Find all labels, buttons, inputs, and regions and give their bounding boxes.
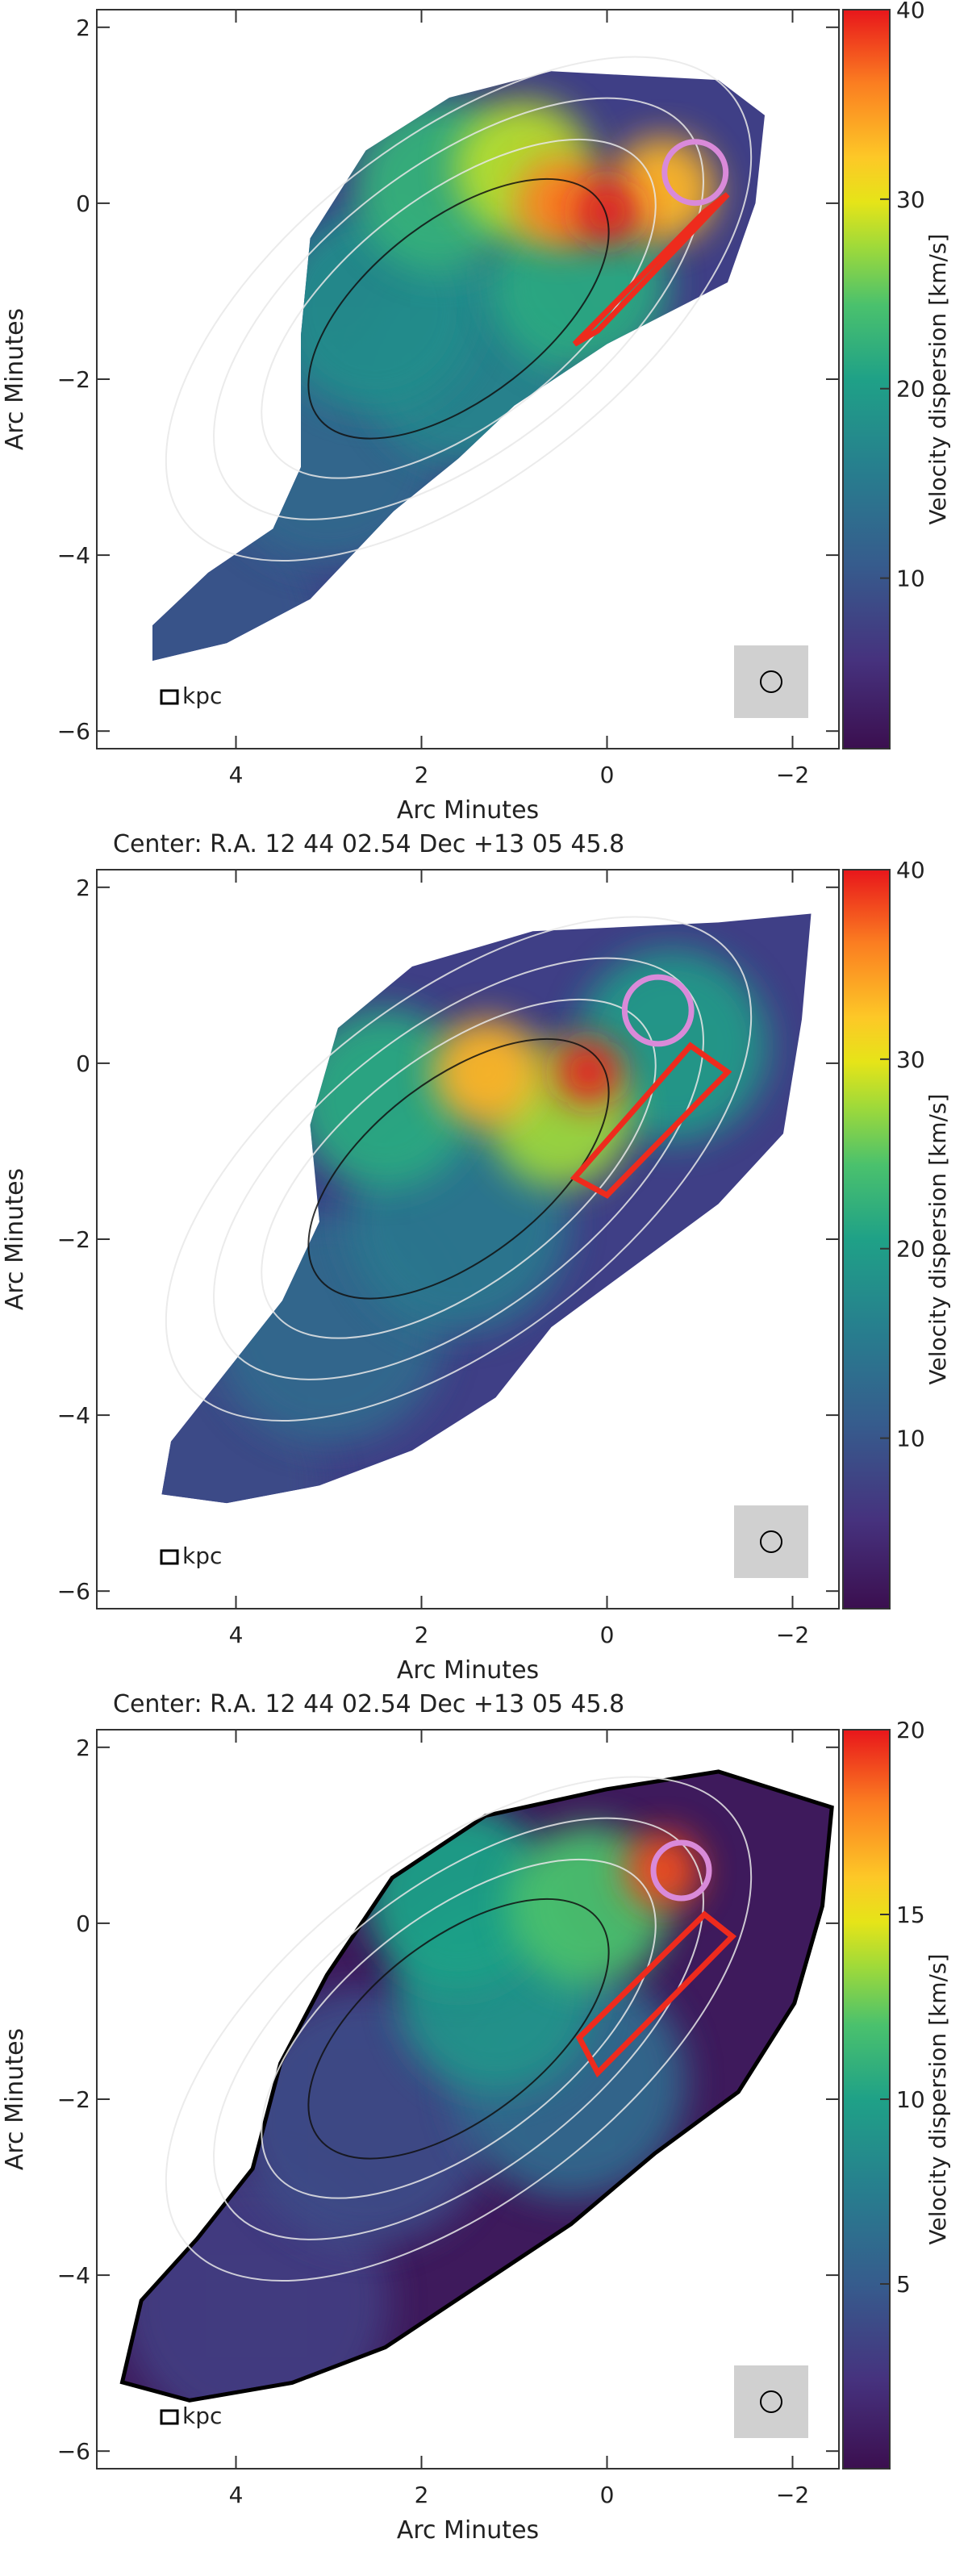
colorbar-tick-label: 20 bbox=[896, 376, 925, 403]
x-axis-label: Arc Minutes bbox=[397, 2516, 539, 2545]
x-axis-label: Arc Minutes bbox=[397, 1656, 539, 1685]
hotspot bbox=[152, 499, 325, 662]
contour-line bbox=[213, 97, 704, 520]
dispersion-field bbox=[161, 950, 768, 1504]
colorbar-tick-label: 40 bbox=[896, 857, 925, 883]
contours bbox=[165, 1776, 753, 2282]
y-tick-label: −6 bbox=[57, 1578, 90, 1605]
aperture-circle bbox=[661, 139, 729, 207]
y-tick-label: −4 bbox=[57, 542, 90, 569]
contour-line bbox=[165, 916, 753, 1422]
y-tick-label: −6 bbox=[57, 2438, 90, 2465]
scale-bar bbox=[160, 1549, 179, 1565]
y-tick-label: 0 bbox=[76, 1050, 90, 1077]
center-coordinates: Center: R.A. 12 44 02.54 Dec +13 05 45.8 bbox=[113, 1690, 624, 1718]
y-tick-label: −2 bbox=[57, 366, 90, 393]
x-tick-label: −2 bbox=[776, 762, 809, 788]
y-tick-label: −6 bbox=[57, 718, 90, 745]
scale-bar bbox=[160, 689, 179, 705]
beam-box bbox=[734, 2365, 808, 2438]
x-tick-label: −2 bbox=[776, 2482, 809, 2508]
y-tick-label: 2 bbox=[76, 875, 90, 901]
y-tick-label: 2 bbox=[76, 1735, 90, 1761]
colorbar-tick-label: 15 bbox=[896, 1902, 925, 1928]
y-tick-label: 0 bbox=[76, 190, 90, 217]
contour-line bbox=[261, 998, 657, 1339]
y-tick-label: 0 bbox=[76, 1910, 90, 1937]
colorbar-tick-label: 5 bbox=[896, 2271, 911, 2298]
colorbar-label: Velocity dispersion [km/s] bbox=[924, 1954, 951, 2245]
scale-bar-label: kpc bbox=[182, 2403, 222, 2429]
dispersion-field bbox=[124, 1804, 701, 2399]
colorbar bbox=[842, 869, 891, 1609]
contour-line bbox=[261, 1858, 657, 2199]
beam-ellipse bbox=[760, 670, 782, 693]
aperture-circle bbox=[621, 974, 695, 1047]
y-tick-label: 2 bbox=[76, 15, 90, 41]
x-tick-label: 0 bbox=[600, 1622, 615, 1648]
contours bbox=[165, 56, 753, 562]
colorbar-tick-label: 30 bbox=[896, 1046, 925, 1073]
x-tick-label: 0 bbox=[600, 2482, 615, 2508]
x-tick-label: −2 bbox=[776, 1622, 809, 1648]
hotspot bbox=[556, 1039, 621, 1104]
contour-line bbox=[165, 1776, 753, 2282]
y-tick-label: −2 bbox=[57, 1226, 90, 1253]
colorbar-tick-label: 10 bbox=[896, 566, 925, 592]
y-tick-label: −4 bbox=[57, 1402, 90, 1429]
colorbar-tick-label: 30 bbox=[896, 186, 925, 213]
colorbar-tick-label: 10 bbox=[896, 2086, 925, 2113]
y-axis-label: Arc Minutes bbox=[1, 2028, 29, 2170]
beam-ellipse bbox=[760, 1530, 782, 1553]
beam-box bbox=[734, 1505, 808, 1578]
contour-line bbox=[307, 1037, 610, 1300]
x-tick-label: 2 bbox=[415, 762, 429, 788]
contour-line bbox=[307, 177, 610, 440]
contour-line bbox=[307, 1898, 610, 2160]
y-axis-label: Arc Minutes bbox=[1, 308, 29, 450]
y-tick-label: −2 bbox=[57, 2086, 90, 2113]
x-tick-label: 4 bbox=[229, 2482, 244, 2508]
contour-line bbox=[213, 1817, 704, 2240]
contour-line bbox=[261, 138, 657, 479]
colorbar bbox=[842, 9, 891, 749]
y-tick-label: −4 bbox=[57, 2262, 90, 2289]
contour-line bbox=[165, 56, 753, 562]
y-axis-label: Arc Minutes bbox=[1, 1168, 29, 1310]
x-axis-label: Arc Minutes bbox=[397, 796, 539, 825]
slit-box bbox=[575, 1910, 737, 2078]
colorbar-tick-label: 40 bbox=[896, 0, 925, 23]
aperture-circle bbox=[650, 1839, 712, 1902]
x-tick-label: 2 bbox=[415, 1622, 429, 1648]
hotspot bbox=[432, 1018, 540, 1126]
colorbar-label: Velocity dispersion [km/s] bbox=[924, 234, 951, 525]
colorbar-tick-label: 20 bbox=[896, 1717, 925, 1743]
scale-bar bbox=[160, 2409, 179, 2425]
hotspot bbox=[294, 1008, 474, 1188]
colorbar-tick-label: 20 bbox=[896, 1236, 925, 1263]
beam-box bbox=[734, 645, 808, 718]
scale-bar-label: kpc bbox=[182, 1543, 222, 1569]
hotspot bbox=[574, 179, 640, 244]
colorbar-label: Velocity dispersion [km/s] bbox=[924, 1094, 951, 1385]
x-tick-label: 4 bbox=[229, 762, 244, 788]
beam-ellipse bbox=[760, 2390, 782, 2413]
center-coordinates: Center: R.A. 12 44 02.54 Dec +13 05 45.8 bbox=[113, 830, 624, 858]
x-tick-label: 0 bbox=[600, 762, 615, 788]
x-tick-label: 2 bbox=[415, 2482, 429, 2508]
hotspot bbox=[624, 1831, 701, 1909]
slit-box bbox=[572, 192, 730, 347]
colorbar-tick-label: 10 bbox=[896, 1426, 925, 1452]
slit-box bbox=[570, 1042, 732, 1199]
x-tick-label: 4 bbox=[229, 1622, 244, 1648]
scale-bar-label: kpc bbox=[182, 683, 222, 709]
